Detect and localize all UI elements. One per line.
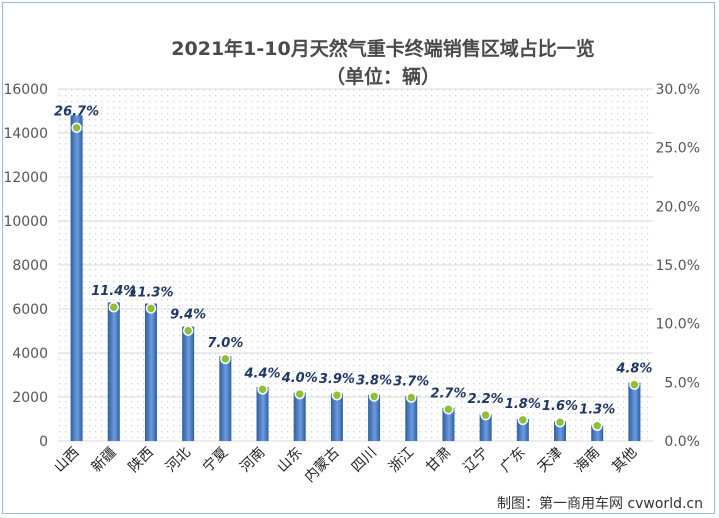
category-label: 辽宁 — [460, 444, 492, 476]
category-label: 河北 — [163, 445, 194, 476]
category-label: 天津 — [535, 445, 566, 476]
bar — [479, 414, 492, 441]
data-label: 1.8% — [505, 397, 541, 412]
bar — [144, 303, 157, 441]
data-label: 7.0% — [207, 336, 243, 351]
data-label: 2.2% — [468, 392, 504, 407]
bar-series — [70, 115, 641, 442]
right-tick-label: 30.0% — [656, 82, 700, 98]
percent-marker — [294, 388, 305, 400]
chart-title: 2021年1-10月天然气重卡终端销售区域占比一览 — [171, 37, 594, 60]
left-tick-label: 8000 — [12, 258, 48, 274]
category-label: 四川 — [349, 445, 380, 476]
data-label: 3.7% — [393, 375, 429, 390]
percent-marker — [368, 391, 380, 402]
bar — [70, 115, 83, 442]
category-label: 宁夏 — [199, 444, 231, 476]
category-label: 其他 — [609, 445, 640, 476]
chart-credit: 制图：第一商用车网 cvworld.cn — [497, 495, 703, 512]
left-tick-label: 0 — [39, 434, 48, 450]
right-tick-label: 5.0% — [664, 375, 700, 391]
data-label: 1.6% — [542, 399, 578, 414]
data-label: 26.7% — [54, 105, 99, 120]
category-label: 内蒙古 — [302, 445, 343, 486]
bar — [182, 326, 195, 441]
data-label: 4.0% — [281, 371, 318, 386]
percent-marker — [220, 353, 231, 365]
data-label: 3.8% — [356, 373, 392, 388]
gridlines — [58, 88, 653, 442]
data-label: 1.3% — [579, 403, 615, 418]
bar — [516, 419, 529, 441]
right-tick-label: 25.0% — [656, 141, 700, 157]
percent-marker — [480, 409, 491, 421]
left-tick-label: 14000 — [3, 126, 48, 142]
data-label: 4.8% — [615, 362, 652, 377]
left-tick-label: 16000 — [3, 82, 48, 98]
percent-marker — [182, 325, 194, 336]
category-label: 山西 — [51, 445, 82, 476]
data-label: 2.7% — [430, 386, 466, 401]
bar — [330, 393, 343, 441]
category-label: 甘肃 — [423, 445, 454, 476]
category-label: 广东 — [498, 445, 529, 476]
data-label: 11.4% — [91, 284, 136, 299]
category-label: 陕西 — [126, 445, 157, 476]
bar — [368, 394, 381, 441]
left-axis: 0 2000 4000 6000 8000 10000 12000 14000 16000 — [3, 82, 48, 450]
percent-marker — [591, 420, 603, 431]
percent-marker — [108, 301, 120, 313]
category-label: 浙江 — [386, 445, 417, 476]
category-label: 河南 — [237, 445, 268, 476]
percent-marker — [517, 414, 529, 426]
left-tick-label: 6000 — [12, 302, 48, 318]
percent-marker — [629, 379, 640, 390]
left-tick-label: 10000 — [3, 214, 48, 230]
bar — [107, 302, 120, 441]
chart-subtitle: （单位：辆） — [326, 65, 440, 88]
percent-markers — [71, 122, 640, 431]
percent-marker — [145, 303, 157, 314]
percent-marker — [257, 384, 268, 395]
category-label: 新疆 — [88, 445, 119, 476]
percent-marker — [71, 122, 82, 133]
right-tick-label: 20.0% — [656, 199, 700, 215]
bar — [219, 356, 232, 441]
bar — [442, 408, 455, 441]
right-tick-label: 15.0% — [656, 258, 700, 274]
chart-canvas: 2021年1-10月天然气重卡终端销售区域占比一览 （单位：辆） 0 2000 40… — [3, 37, 703, 512]
left-tick-label: 4000 — [12, 346, 48, 362]
data-label: 11.3% — [128, 285, 173, 300]
bar — [405, 395, 418, 441]
bar — [256, 387, 269, 441]
percent-marker — [443, 404, 454, 415]
bar — [628, 382, 641, 441]
bar — [293, 392, 306, 441]
data-label: 4.4% — [244, 366, 281, 381]
category-label: 海南 — [572, 445, 603, 476]
percent-marker — [406, 392, 417, 403]
percent-marker — [554, 416, 566, 428]
left-tick-label: 12000 — [3, 170, 48, 186]
percent-marker — [331, 389, 343, 401]
data-label: 3.9% — [319, 372, 355, 387]
category-label: 山东 — [274, 445, 305, 476]
left-tick-label: 2000 — [12, 390, 48, 406]
data-labels: 26.7% 11.4%11.3% 9.4%7.0%4.4% 4.0% 3.9% 3.8% 3… — [54, 105, 652, 418]
right-tick-label: 10.0% — [656, 317, 700, 333]
right-tick-label: 0.0% — [664, 434, 700, 450]
data-label: 9.4% — [170, 308, 206, 323]
right-axis: 0.0% 5.0% 10.0% 15.0% 20.0% 25.0% 30.0% — [656, 82, 700, 450]
